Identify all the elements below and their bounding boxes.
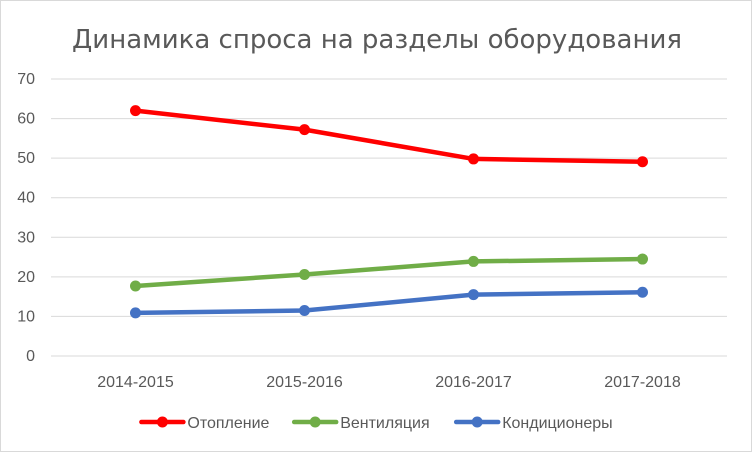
series-line	[133, 256, 645, 289]
data-point	[468, 289, 479, 301]
legend-swatch-marker	[471, 416, 483, 428]
data-point	[468, 255, 479, 267]
series-line	[133, 108, 645, 164]
y-axis-ticks: 0 10 20 30 40 50 60 70	[17, 71, 35, 365]
x-tick-label: 2015-2016	[266, 374, 343, 391]
chart-title: Динамика спроса на разделы оборудования	[72, 25, 682, 55]
y-tick-label: 40	[17, 190, 35, 207]
data-point	[130, 280, 141, 292]
data-point	[299, 304, 310, 316]
data-point	[637, 156, 648, 168]
legend-swatch-marker	[309, 416, 321, 428]
data-point	[130, 105, 141, 117]
series-line	[133, 290, 645, 316]
y-tick-label: 50	[17, 150, 35, 167]
data-point	[637, 286, 648, 298]
legend-label: Кондиционеры	[502, 415, 612, 432]
legend-label: Вентиляция	[340, 415, 429, 432]
data-point	[468, 153, 479, 165]
y-tick-label: 20	[17, 269, 35, 286]
x-tick-label: 2014-2015	[97, 374, 174, 391]
y-tick-label: 60	[17, 111, 35, 128]
data-point	[637, 253, 648, 265]
legend-swatch-marker	[156, 416, 168, 428]
x-tick-label: 2017-2018	[604, 374, 681, 391]
data-point	[299, 268, 310, 280]
x-axis-ticks: 2014-2015 2015-2016 2016-2017 2017-2018	[97, 374, 681, 391]
y-tick-label: 30	[17, 229, 35, 246]
gridlines	[51, 78, 727, 357]
x-tick-label: 2016-2017	[435, 374, 512, 391]
y-tick-label: 0	[26, 348, 35, 365]
y-tick-label: 10	[17, 308, 35, 325]
y-tick-label: 70	[17, 71, 35, 88]
data-point	[299, 124, 310, 136]
legend: Отопление Вентиляция Кондиционеры	[139, 415, 613, 432]
data-point	[130, 307, 141, 319]
legend-label: Отопление	[187, 415, 269, 432]
series-layer	[130, 105, 648, 319]
